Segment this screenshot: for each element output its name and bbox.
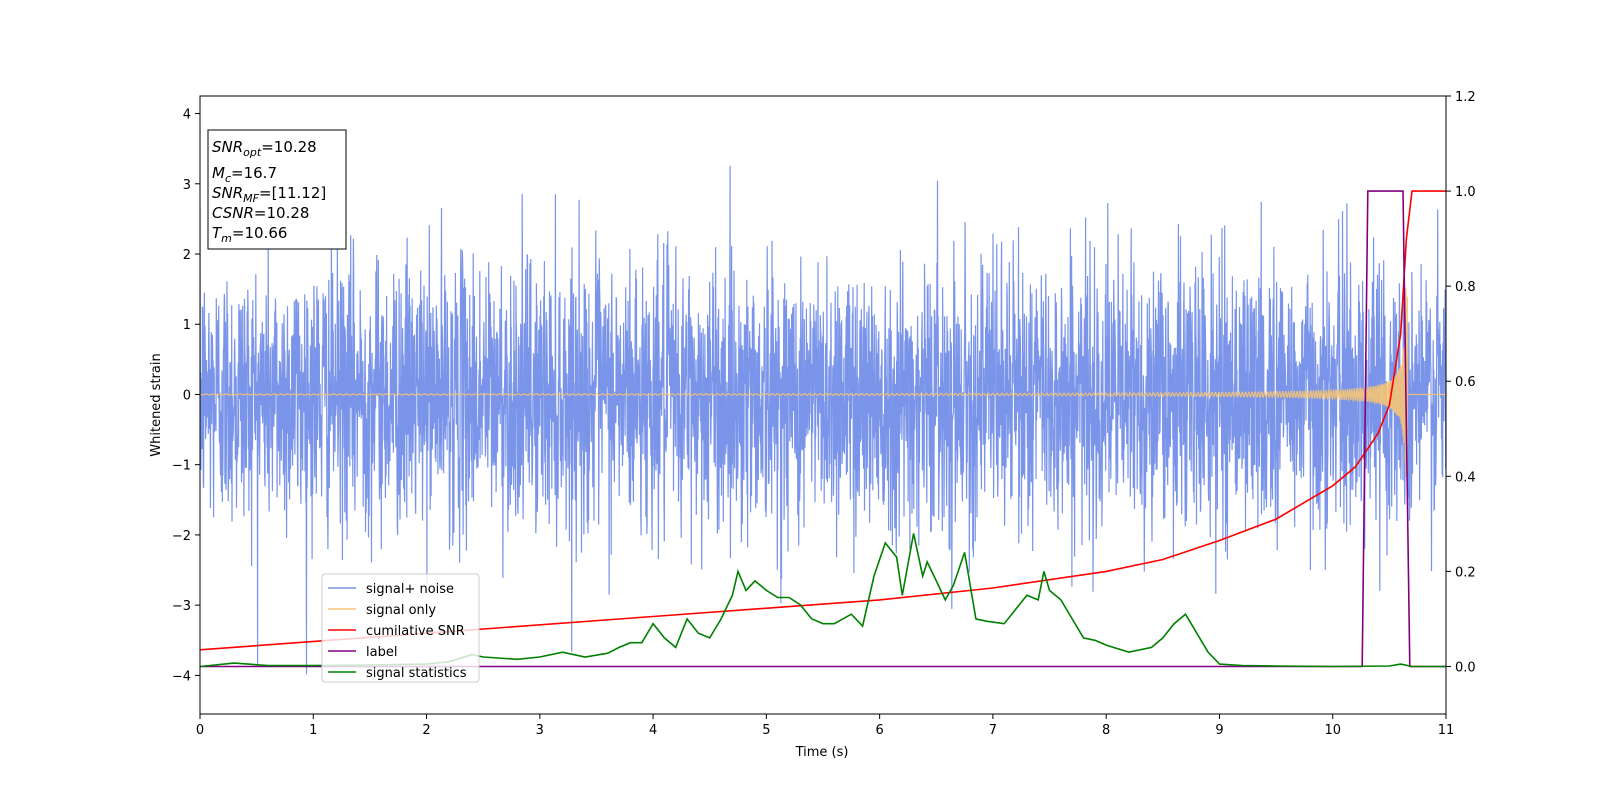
legend-label: cumilative SNR xyxy=(366,624,465,639)
annotation-frame xyxy=(207,129,347,250)
y2-tick-label: 0.6 xyxy=(1455,375,1476,390)
legend-frame xyxy=(321,573,480,683)
y-axis-label: Whitened strain xyxy=(149,353,164,456)
annotation-csnr: CSNR=10.28 xyxy=(212,204,309,222)
x-tick-label: 4 xyxy=(649,723,657,738)
legend-label: signal+ noise xyxy=(366,582,454,597)
x-tick-label: 9 xyxy=(1215,723,1223,738)
annotation-tm: Tm=10.66 xyxy=(212,224,287,245)
x-tick-label: 11 xyxy=(1438,723,1455,738)
y2-axis: 0.0 0.2 0.4 0.6 0.8 1.0 1.2 xyxy=(1446,90,1476,675)
x-tick-label: 1 xyxy=(309,723,317,738)
y-tick-label: 2 xyxy=(183,248,191,263)
x-tick-label: 7 xyxy=(989,723,997,738)
y-tick-label: −4 xyxy=(172,669,191,684)
annotation-mc: Mc=16.7 xyxy=(212,164,277,185)
series-signal-statistics xyxy=(200,533,1446,668)
legend-label: signal only xyxy=(366,603,436,618)
y-tick-label: 3 xyxy=(183,178,191,193)
y2-tick-label: 0.4 xyxy=(1455,470,1476,485)
x-tick-label: 2 xyxy=(422,723,430,738)
x-axis-label: Time (s) xyxy=(795,745,849,760)
annotation-snr-mf: SNRMF=[11.12] xyxy=(212,184,326,205)
series-signal-only xyxy=(200,288,1446,501)
y2-tick-label: 0.0 xyxy=(1455,660,1476,675)
x-tick-label: 6 xyxy=(875,723,883,738)
y2-tick-label: 1.0 xyxy=(1455,185,1476,200)
series-cumilative-snr xyxy=(200,190,1446,651)
y-tick-label: −3 xyxy=(172,599,191,614)
legend-label: signal statistics xyxy=(366,666,467,681)
y-tick-label: −2 xyxy=(172,529,191,544)
y-axis: −4 −3 −2 −1 0 1 2 3 4 xyxy=(172,108,200,684)
x-tick-label: 5 xyxy=(762,723,770,738)
series-layer xyxy=(200,165,1446,675)
x-tick-label: 3 xyxy=(536,723,544,738)
y2-tick-label: 1.2 xyxy=(1455,90,1476,105)
annotation-snr-opt: SNRopt=10.28 xyxy=(212,138,317,159)
legend: signal+ noise signal only cumilative SNR la… xyxy=(321,573,480,683)
y-tick-label: −1 xyxy=(172,459,191,474)
plot-frame xyxy=(199,95,1447,715)
x-tick-label: 0 xyxy=(196,723,204,738)
y-tick-label: 4 xyxy=(183,108,191,123)
y-tick-label: 0 xyxy=(183,388,191,403)
legend-label: label xyxy=(366,645,397,660)
y-tick-label: 1 xyxy=(183,318,191,333)
y2-tick-label: 0.8 xyxy=(1455,280,1476,295)
y2-tick-label: 0.2 xyxy=(1455,565,1476,580)
x-tick-label: 8 xyxy=(1102,723,1110,738)
x-axis: 0 1 2 3 4 5 6 7 8 9 10 11 xyxy=(196,714,1454,738)
annotation-box: SNRopt=10.28 Mc=16.7 SNRMF=[11.12] CSNR=… xyxy=(207,129,347,250)
x-tick-label: 10 xyxy=(1324,723,1341,738)
